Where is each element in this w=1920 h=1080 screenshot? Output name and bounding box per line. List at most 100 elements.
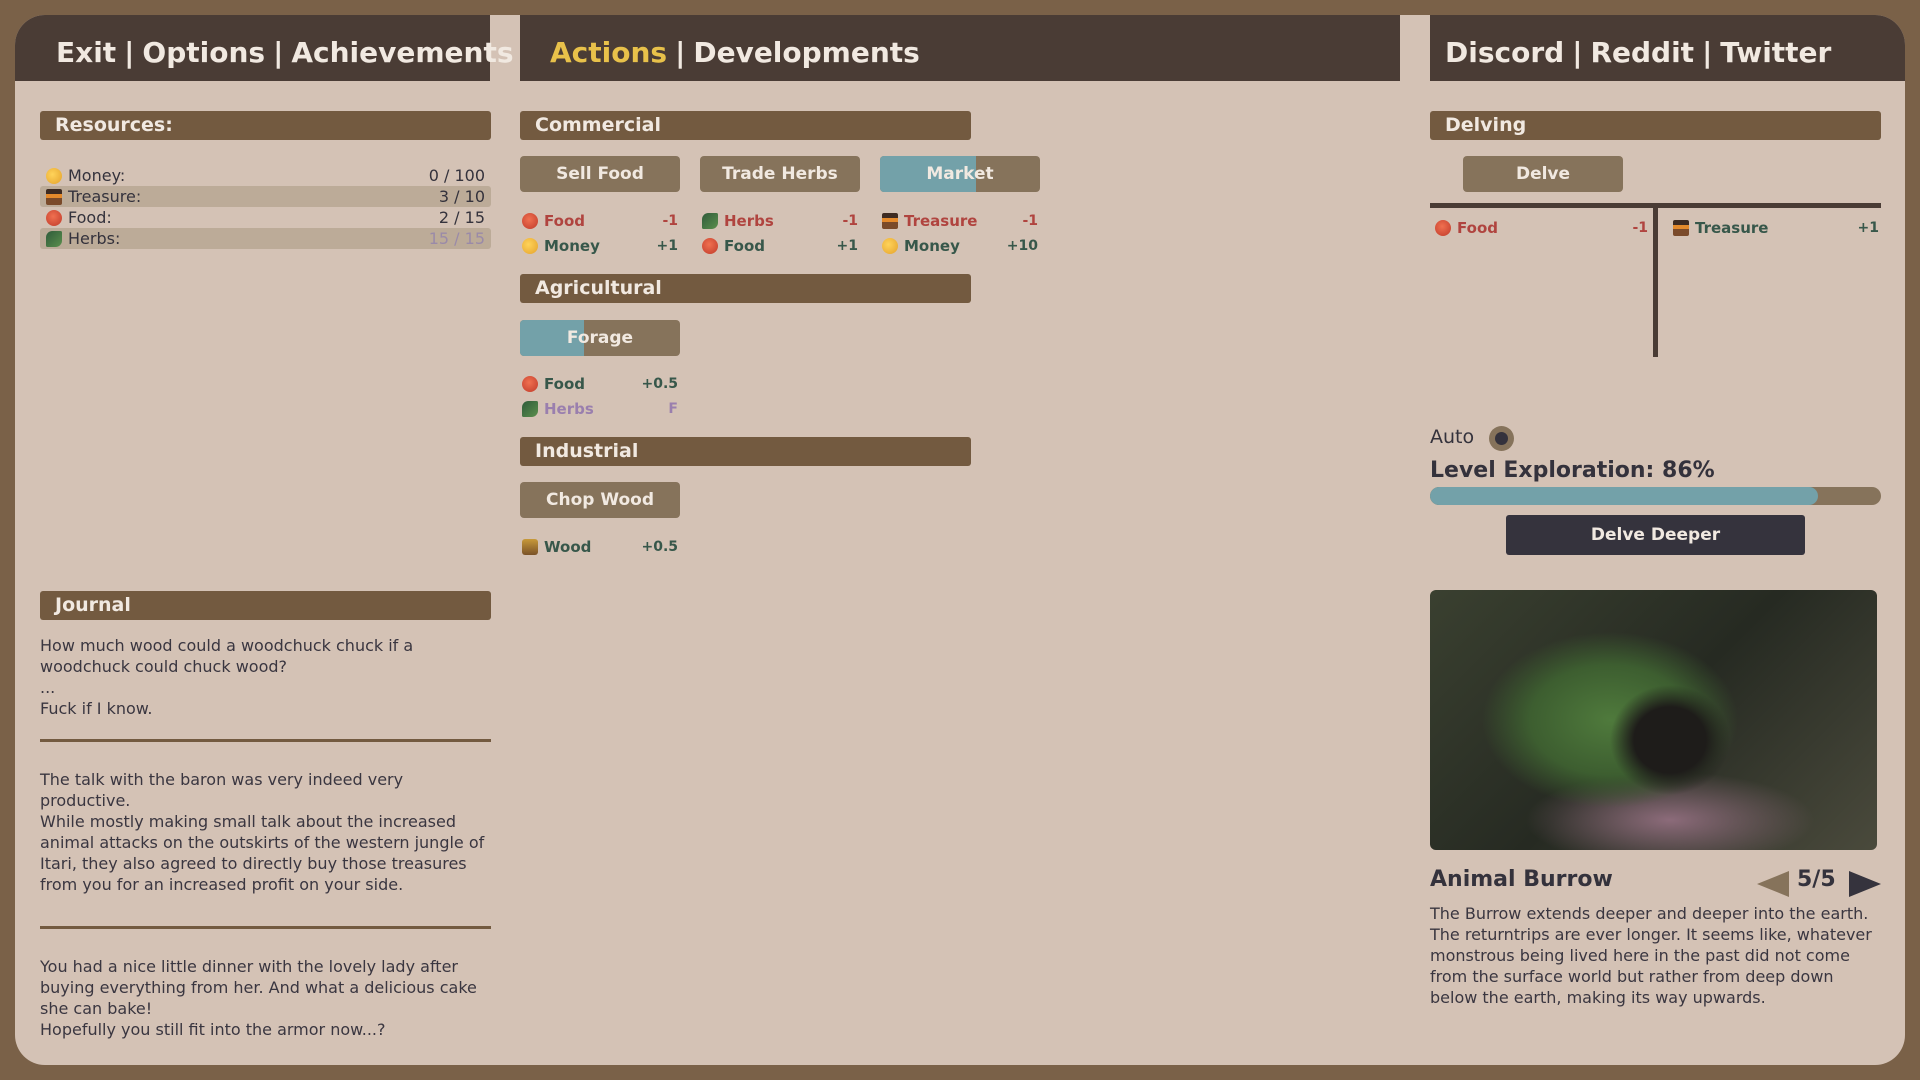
journal-divider bbox=[40, 739, 491, 742]
tab-actions[interactable]: Actions bbox=[550, 35, 668, 69]
exploration-label: Level Exploration: 86% bbox=[1430, 458, 1715, 483]
progress-fill bbox=[880, 156, 976, 192]
button-label: Chop Wood bbox=[545, 490, 655, 510]
location-description: The Burrow extends deeper and deeper int… bbox=[1430, 904, 1872, 1007]
top-nav-middle: Actions | Developments bbox=[520, 15, 1400, 81]
auto-toggle[interactable] bbox=[1489, 426, 1514, 451]
effect-value: +0.5 bbox=[641, 539, 678, 555]
options-link[interactable]: Options bbox=[142, 35, 266, 69]
delving-header: Delving bbox=[1430, 111, 1881, 140]
resource-row-treasure: Treasure: 3 / 10 bbox=[40, 186, 491, 207]
effect-value: +10 bbox=[1006, 238, 1038, 254]
forage-button[interactable]: Forage bbox=[520, 320, 680, 356]
toggle-dot bbox=[1495, 432, 1508, 445]
prev-location-arrow-icon[interactable] bbox=[1757, 871, 1789, 897]
resource-value: 3 / 10 bbox=[438, 187, 485, 206]
location-image-burrow bbox=[1430, 590, 1877, 850]
divider bbox=[1653, 203, 1658, 357]
commercial-header: Commercial bbox=[520, 111, 971, 140]
discord-link[interactable]: Discord bbox=[1445, 35, 1565, 69]
industrial-header: Industrial bbox=[520, 437, 971, 466]
effect-row: Food +0.5 bbox=[520, 373, 678, 395]
effect-row: Money +10 bbox=[880, 235, 1038, 257]
effect-value: +0.5 bbox=[641, 376, 678, 392]
exploration-progress-bar bbox=[1430, 487, 1881, 505]
money-icon bbox=[46, 167, 62, 184]
separator: | bbox=[675, 35, 686, 69]
food-icon bbox=[46, 209, 62, 226]
resource-value: 0 / 100 bbox=[428, 166, 485, 185]
top-nav-left: Exit | Options | Achievements bbox=[15, 15, 514, 81]
food-icon bbox=[702, 238, 718, 254]
journal-entry: How much wood could a woodchuck chuck if… bbox=[40, 636, 414, 718]
reddit-link[interactable]: Reddit bbox=[1590, 35, 1695, 69]
delve-cost-row: Food -1 bbox=[1433, 217, 1648, 239]
herbs-icon bbox=[46, 230, 62, 247]
chop-wood-button[interactable]: Chop Wood bbox=[520, 482, 680, 518]
separator: | bbox=[124, 35, 135, 69]
separator: | bbox=[1702, 35, 1713, 69]
button-label: Delve bbox=[1515, 164, 1571, 184]
effect-value: -1 bbox=[1632, 220, 1648, 236]
resource-name: Treasure: bbox=[68, 187, 142, 206]
treasure-icon bbox=[46, 188, 62, 205]
effect-value: F bbox=[668, 401, 678, 417]
delve-gain-row: Treasure +1 bbox=[1671, 217, 1879, 239]
trade-herbs-button[interactable]: Trade Herbs bbox=[700, 156, 860, 192]
separator: | bbox=[1572, 35, 1583, 69]
herbs-icon bbox=[702, 213, 718, 229]
resource-name: Money: bbox=[68, 166, 126, 185]
effect-name: Food bbox=[544, 212, 585, 230]
button-label: Trade Herbs bbox=[722, 164, 838, 184]
next-location-arrow-icon[interactable] bbox=[1849, 871, 1881, 897]
resource-name: Food: bbox=[68, 208, 112, 227]
exit-link[interactable]: Exit bbox=[56, 35, 117, 69]
location-name: Animal Burrow bbox=[1430, 867, 1613, 892]
delve-button[interactable]: Delve bbox=[1463, 156, 1623, 192]
button-label: Market bbox=[926, 164, 994, 184]
effect-name: Herbs bbox=[724, 212, 774, 230]
journal-entry: The talk with the baron was very indeed … bbox=[40, 770, 485, 894]
treasure-icon bbox=[1673, 220, 1689, 236]
separator: | bbox=[273, 35, 284, 69]
journal-header: Journal bbox=[40, 591, 491, 620]
market-button[interactable]: Market bbox=[880, 156, 1040, 192]
effect-value: +1 bbox=[656, 238, 678, 254]
tab-developments[interactable]: Developments bbox=[693, 35, 920, 69]
effect-name: Money bbox=[904, 237, 960, 255]
location-page: 5/5 bbox=[1797, 867, 1836, 892]
delve-deeper-button[interactable]: Delve Deeper bbox=[1506, 515, 1805, 555]
effect-name: Wood bbox=[544, 538, 592, 556]
effect-value: -1 bbox=[842, 213, 858, 229]
button-label: Sell Food bbox=[556, 164, 644, 184]
resource-row-food: Food: 2 / 15 bbox=[40, 207, 491, 228]
effect-name: Food bbox=[724, 237, 765, 255]
achievements-link[interactable]: Achievements bbox=[291, 35, 514, 69]
food-icon bbox=[1435, 220, 1451, 236]
resource-value: 2 / 15 bbox=[438, 208, 485, 227]
effect-name: Treasure bbox=[904, 212, 978, 230]
effect-value: -1 bbox=[662, 213, 678, 229]
effect-name: Food bbox=[544, 375, 585, 393]
sell-food-button[interactable]: Sell Food bbox=[520, 156, 680, 192]
journal-divider bbox=[40, 926, 491, 929]
resource-row-money: Money: 0 / 100 bbox=[40, 165, 491, 186]
progress-fill bbox=[520, 320, 584, 356]
money-icon bbox=[882, 238, 898, 254]
resource-row-herbs: Herbs: 15 / 15 bbox=[40, 228, 491, 249]
progress-fill bbox=[1430, 487, 1818, 505]
effect-name: Treasure bbox=[1695, 219, 1769, 237]
journal-entry: You had a nice little dinner with the lo… bbox=[40, 957, 477, 1039]
effect-value: +1 bbox=[836, 238, 858, 254]
game-frame: Exit | Options | Achievements Actions | Dev… bbox=[15, 15, 1905, 1065]
twitter-link[interactable]: Twitter bbox=[1720, 35, 1832, 69]
resource-value: 15 / 15 bbox=[428, 229, 485, 248]
auto-label: Auto bbox=[1430, 426, 1475, 448]
effect-row: Herbs F bbox=[520, 398, 678, 420]
effect-row: Money +1 bbox=[520, 235, 678, 257]
food-icon bbox=[522, 376, 538, 392]
wood-icon bbox=[522, 539, 538, 555]
effect-row: Food -1 bbox=[520, 210, 678, 232]
effect-value: -1 bbox=[1022, 213, 1038, 229]
resources-header: Resources: bbox=[40, 111, 491, 140]
